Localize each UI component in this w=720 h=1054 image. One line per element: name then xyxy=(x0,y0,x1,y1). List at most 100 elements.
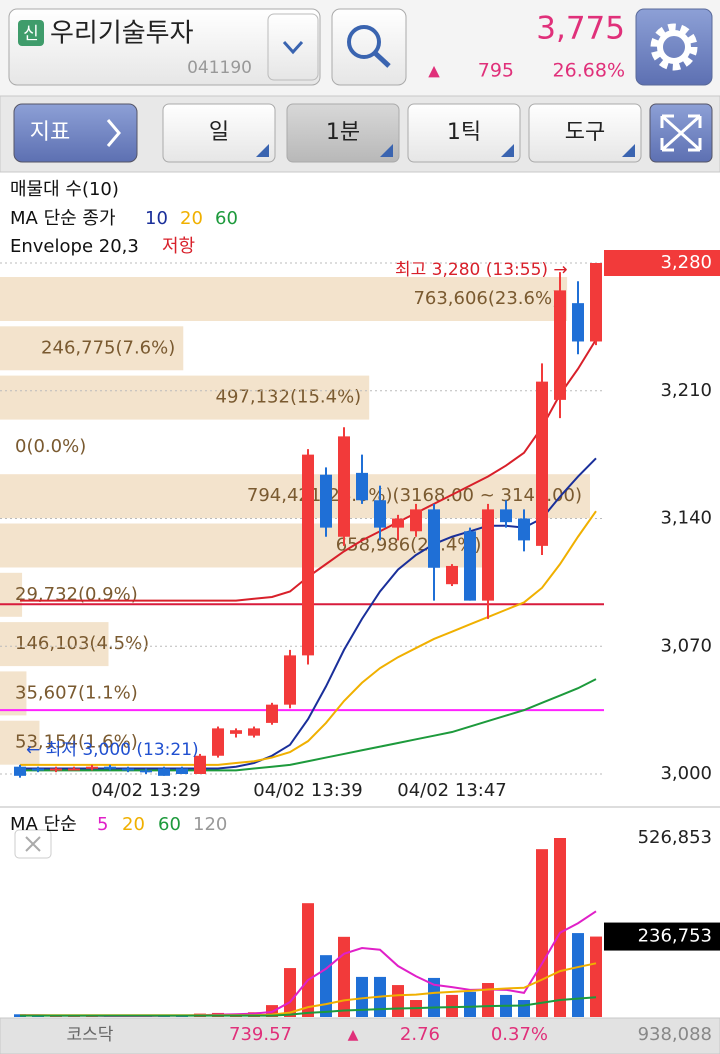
search-icon xyxy=(347,25,381,59)
change-arrow: ▲ xyxy=(428,62,440,80)
change-pct: 26.68% xyxy=(553,60,625,82)
search-button[interactable] xyxy=(331,8,407,86)
button-corner xyxy=(256,144,269,157)
profile-label: 35,607(1.1%) xyxy=(15,682,138,703)
candle-body xyxy=(554,290,566,400)
candle-body xyxy=(518,518,530,541)
button-corner xyxy=(622,144,635,157)
candle-body xyxy=(572,303,584,342)
toolbar-button-label: 도구 xyxy=(565,120,605,145)
settings-button[interactable] xyxy=(635,8,713,86)
y-tick-label: 3,210 xyxy=(660,380,712,401)
indicator-button[interactable] xyxy=(13,103,138,163)
candle-body xyxy=(428,509,440,568)
dropdown-button[interactable] xyxy=(267,13,319,81)
legend-entry: 20 xyxy=(122,814,145,835)
volume-bar xyxy=(446,994,458,1017)
volume-bar xyxy=(518,1000,530,1017)
candle-body xyxy=(140,770,152,773)
profile-label: 497,132(15.4%) xyxy=(216,387,362,408)
candle-body xyxy=(104,766,116,769)
candle-body xyxy=(32,768,44,771)
toolbar-button-label: 1틱 xyxy=(447,120,481,145)
market-index: 739.57 xyxy=(229,1024,292,1045)
annotation-low: ← 최저 3,000 (13:21) xyxy=(26,740,199,760)
legend-title: 매물대 수(10) xyxy=(10,179,119,200)
toolbar-button-label: 일 xyxy=(209,120,229,145)
candle-body xyxy=(500,509,512,523)
gear xyxy=(650,23,698,71)
toolbar-button[interactable] xyxy=(162,103,276,163)
volume-bar xyxy=(482,983,494,1017)
legend-entry: 20 xyxy=(180,208,203,229)
close-icon xyxy=(25,836,41,852)
candle-body xyxy=(374,500,386,528)
candle-body xyxy=(230,730,242,734)
change: 795 xyxy=(478,60,514,82)
legend-entry: 120 xyxy=(193,814,227,835)
ma-line xyxy=(20,996,597,1017)
chevron xyxy=(282,40,304,55)
market-volume: 938,088 xyxy=(638,1024,712,1045)
market-arrow: ▲ xyxy=(348,1027,359,1043)
candle-body xyxy=(338,436,350,537)
volume-bar xyxy=(356,976,368,1017)
toolbar-button[interactable] xyxy=(407,103,521,163)
price-highlight xyxy=(604,250,720,276)
button-corner xyxy=(380,144,393,157)
x-tick-label: 04/02 13:39 xyxy=(253,780,362,801)
y-tick-label: 3,000 xyxy=(660,763,712,784)
volume-bar xyxy=(536,849,548,1017)
profile-bar xyxy=(0,326,184,371)
volume-bar xyxy=(572,933,584,1017)
legend-entry: 저항 xyxy=(162,236,195,257)
candle-body xyxy=(464,531,476,601)
volume-bar xyxy=(392,985,404,1017)
annotation-high: 최고 3,280 (13:55) → xyxy=(395,260,568,280)
profile-label: 763,606(23.6%) xyxy=(413,288,559,309)
profile-label: 794,421(24.6%)(3168.00 ~ 3140.00) xyxy=(247,485,582,506)
y-tick-label: 3,070 xyxy=(660,635,712,656)
candle-body xyxy=(590,263,602,342)
volume-tick-label: 526,853 xyxy=(638,827,712,848)
ma-line xyxy=(20,678,597,772)
x-tick-label: 04/02 13:29 xyxy=(91,780,200,801)
stock-box[interactable] xyxy=(8,8,321,86)
candle-body xyxy=(410,509,422,532)
legend-envelope: Envelope 20,3 xyxy=(10,236,139,257)
volume-bar xyxy=(338,936,350,1017)
x-tick-label: 04/02 13:47 xyxy=(397,780,506,801)
button-corner xyxy=(501,144,514,157)
profile-label: 146,103(4.5%) xyxy=(15,633,149,654)
profile-label: 53,154(1.6%) xyxy=(15,732,138,753)
candle-body xyxy=(212,728,224,756)
toolbar-button[interactable] xyxy=(528,103,642,163)
toolbar-button[interactable] xyxy=(286,103,400,163)
candle-body xyxy=(320,474,332,528)
volume-bar xyxy=(284,968,296,1017)
profile-bar xyxy=(0,572,23,617)
legend-entry: 10 xyxy=(145,208,168,229)
profile-bar xyxy=(0,375,370,420)
profile-label: 29,732(0.9%) xyxy=(15,584,138,605)
profile-label: 658,986(20.4%) xyxy=(336,535,482,556)
profile-bar xyxy=(0,523,490,568)
candle-body xyxy=(248,728,260,736)
market: 코스닥 xyxy=(67,1025,114,1045)
volume-bar xyxy=(590,936,602,1017)
candle-body xyxy=(284,655,296,705)
expand-icon xyxy=(660,114,702,152)
profile-bar xyxy=(0,671,27,716)
legend-entry: 5 xyxy=(97,814,108,835)
profile-bar xyxy=(0,277,568,321)
market-pct: 0.37% xyxy=(491,1024,548,1045)
candle-body xyxy=(356,472,368,501)
volume-bar xyxy=(464,991,476,1017)
indicator-label: 지표 xyxy=(30,120,70,145)
candle-body xyxy=(536,381,548,546)
profile-label: 246,775(7.6%) xyxy=(41,337,175,358)
market-change: 2.76 xyxy=(400,1024,440,1045)
profile-bar xyxy=(0,622,109,667)
